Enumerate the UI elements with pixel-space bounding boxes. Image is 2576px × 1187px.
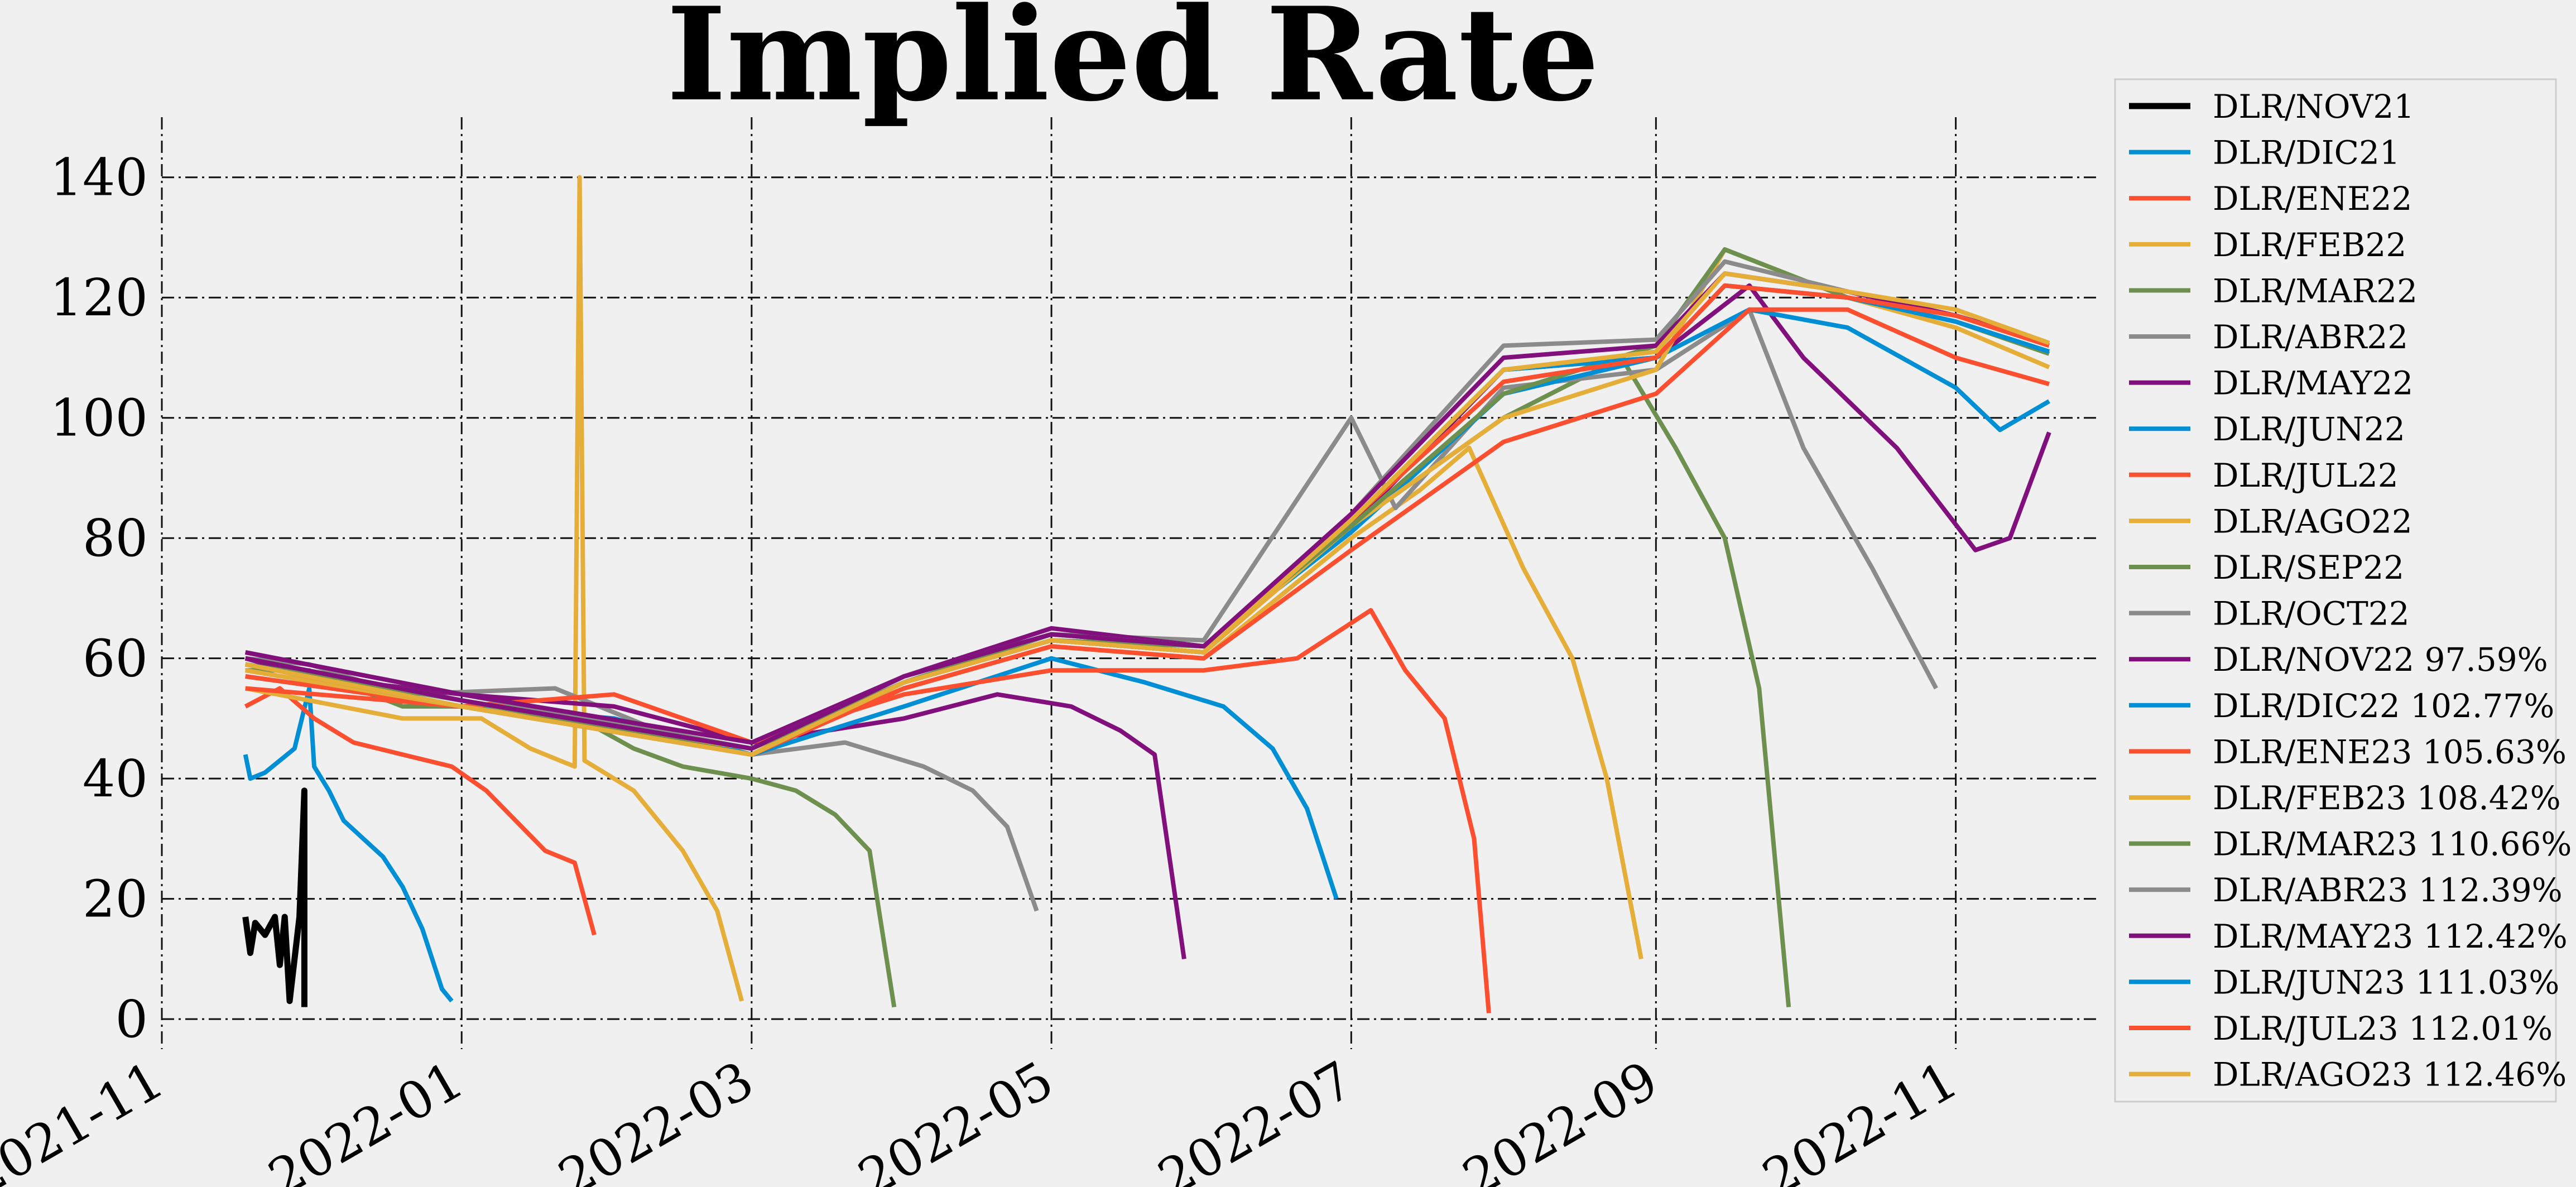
x-tick-label: 2021-11 xyxy=(0,1050,174,1187)
y-tick-label: 140 xyxy=(50,148,148,208)
series-line xyxy=(244,259,2050,751)
legend-label[interactable]: DLR/MAY22 xyxy=(2213,364,2413,402)
legend-label[interactable]: DLR/NOV21 xyxy=(2213,88,2414,126)
x-tick-label: 2022-05 xyxy=(849,1050,1064,1187)
legend-label[interactable]: DLR/ABR23 112.39% xyxy=(2213,871,2563,909)
y-tick-label: 40 xyxy=(83,749,148,809)
x-tick-label: 2022-01 xyxy=(259,1050,474,1187)
series-line xyxy=(244,656,1186,959)
legend-label[interactable]: DLR/MAR22 xyxy=(2213,272,2418,310)
legend[interactable]: DLR/NOV21 DLR/DIC21 DLR/ENE22 DLR/FEB22 DLR/… xyxy=(2114,78,2572,1103)
x-tick-label: 2022-03 xyxy=(549,1050,763,1187)
legend-label[interactable]: DLR/SEP22 xyxy=(2213,549,2404,587)
legend-label[interactable]: DLR/JUL22 xyxy=(2213,456,2399,494)
legend-label[interactable]: DLR/MAR23 110.66% xyxy=(2213,825,2572,863)
series-lines xyxy=(242,175,2051,1013)
x-tick-label: 2022-09 xyxy=(1453,1050,1668,1187)
series-line xyxy=(242,787,307,1007)
y-tick-label: 120 xyxy=(50,268,148,328)
y-tick-label: 0 xyxy=(115,989,148,1049)
y-tick-label: 80 xyxy=(83,508,148,568)
legend-label[interactable]: DLR/ENE23 105.63% xyxy=(2213,733,2567,771)
legend-label[interactable]: DLR/MAY23 112.42% xyxy=(2213,917,2568,955)
legend-label[interactable]: DLR/AGO22 xyxy=(2213,502,2412,540)
series-line xyxy=(243,686,454,1003)
legend-label[interactable]: DLR/DIC21 xyxy=(2213,134,2400,172)
legend-label[interactable]: DLR/ENE22 xyxy=(2213,180,2412,218)
legend-label[interactable]: DLR/ABR22 xyxy=(2213,318,2408,356)
series-line xyxy=(244,271,2050,751)
legend-label[interactable]: DLR/AGO23 112.46% xyxy=(2213,1056,2567,1094)
series-line xyxy=(245,608,1491,1013)
series-line xyxy=(244,355,1791,1007)
chart-title: Implied Rate xyxy=(666,0,1599,130)
grid-lines xyxy=(161,117,2098,1049)
series-line xyxy=(244,307,1938,751)
y-tick-label: 60 xyxy=(83,629,148,689)
legend-label[interactable]: DLR/JUN22 xyxy=(2213,410,2405,448)
y-tick-label: 20 xyxy=(83,869,148,929)
y-tick-label: 100 xyxy=(50,388,148,448)
series-line xyxy=(244,271,2050,757)
legend-label[interactable]: DLR/FEB22 xyxy=(2213,226,2406,264)
legend-label[interactable]: DLR/JUL23 112.01% xyxy=(2213,1010,2553,1047)
x-tick-label: 2022-07 xyxy=(1148,1050,1363,1187)
legend-label[interactable]: DLR/NOV22 97.59% xyxy=(2213,641,2548,679)
legend-box xyxy=(2114,78,2557,1103)
legend-label[interactable]: DLR/JUN23 111.03% xyxy=(2213,963,2559,1001)
series-line xyxy=(244,686,597,936)
x-tick-label: 2022-11 xyxy=(1753,1050,1968,1187)
legend-label[interactable]: DLR/FEB23 108.42% xyxy=(2213,779,2561,817)
legend-label[interactable]: DLR/DIC22 102.77% xyxy=(2213,687,2554,725)
series-line xyxy=(244,283,2051,745)
series-line xyxy=(244,175,744,1002)
legend-label[interactable]: DLR/OCT22 xyxy=(2213,595,2410,633)
